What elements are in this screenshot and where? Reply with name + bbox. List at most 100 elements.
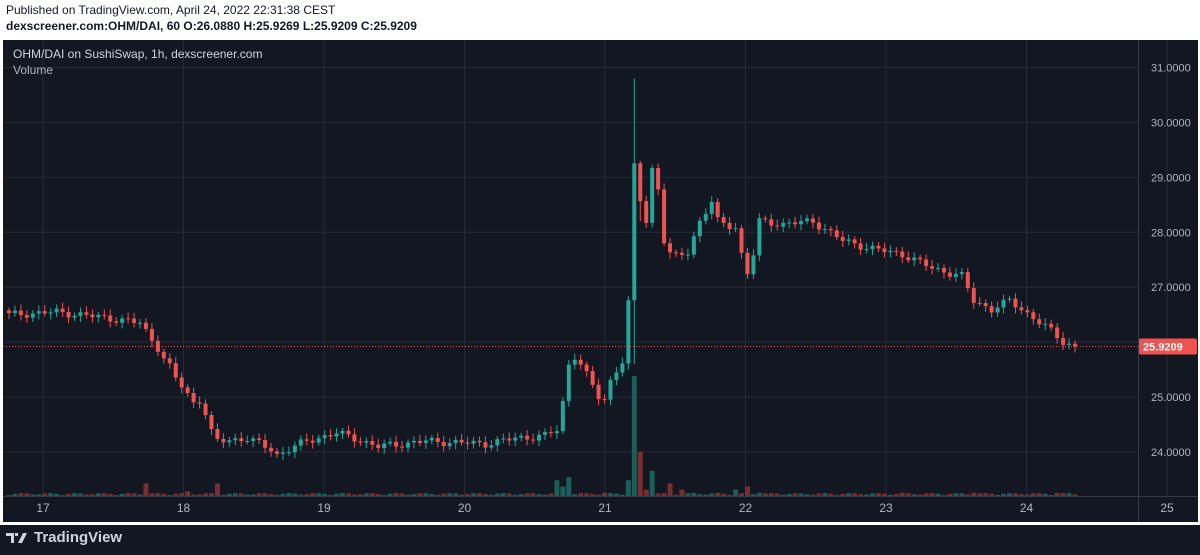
candle-body [149,328,154,341]
candle-body [507,438,512,441]
candle-body [930,266,935,269]
candle-body [822,229,827,231]
candle-body [251,438,256,441]
candle-body [941,267,946,273]
candle-body [1025,310,1030,313]
volume-bar [905,493,911,496]
volume-bar [536,494,542,496]
candle-body [894,250,899,252]
candle-body [304,439,309,441]
candle-body [1001,299,1006,308]
chart-title: OHM/DAI on SushiSwap, 1h, dexscreener.co… [13,47,262,61]
volume-bar [1001,493,1007,496]
y-axis-labels: 24.000025.000026.000027.000028.000029.00… [1151,62,1191,459]
last-price-tag-label: 25.9209 [1143,342,1183,354]
volume-bar [191,494,197,496]
candle-body [775,225,780,227]
volume-bar [83,494,89,496]
candle-body [263,440,268,448]
candle-body [912,257,917,261]
price-chart[interactable]: 24.000025.000026.000027.000028.000029.00… [3,40,1198,522]
volume-bar [369,493,375,496]
candle-body [280,452,285,454]
candle-body [24,315,29,318]
candle-body [328,435,333,437]
volume-bar [703,494,709,496]
candle-body [578,359,583,365]
candle-body [191,393,196,403]
candle-body [727,222,732,229]
candle-body [215,429,220,439]
volume-bar [655,493,661,496]
x-tick-label: 17 [36,501,50,515]
volume-bar [339,493,345,496]
volume-bar [381,494,387,496]
volume-bar [173,493,179,496]
candle-body [90,314,95,318]
candle-body [227,440,232,443]
volume-bar [226,493,232,496]
volume-bar [798,493,804,496]
volume-bar [1042,493,1048,496]
candle-body [965,272,970,289]
candle-body [560,400,565,432]
volume-bar [619,494,625,496]
volume-bar [203,493,209,496]
volume-bar [816,493,822,496]
volume-bar [149,493,155,496]
candle-body [1013,298,1018,308]
volume-bar [304,494,310,496]
volume-bar [280,493,286,496]
chart-panel[interactable]: 24.000025.000026.000027.000028.000029.00… [3,40,1198,522]
volume-bar [113,494,119,496]
candle-body [644,201,649,223]
volume-bar [286,493,292,496]
candle-body [668,243,673,253]
volume-bar [185,491,191,496]
volume-bar [1024,494,1030,496]
candle-body [173,363,178,378]
volume-bar [476,493,482,496]
volume-bar [727,494,733,496]
volume-bar [786,493,792,496]
volume-bar [101,493,107,496]
volume-bar [607,493,613,496]
footer-bar [0,525,1200,555]
candle-body [477,440,482,443]
candle-body [465,442,470,444]
candle-body [382,443,387,449]
candle-body [245,440,250,442]
volume-bar [375,494,381,496]
volume-bar [679,489,685,496]
candle-body [54,308,59,313]
volume-bar [768,493,774,496]
volume-bar [167,494,173,496]
candle-body [435,437,440,442]
candle-body [257,438,262,441]
volume-bar [435,494,441,496]
volume-bar [197,494,203,496]
candle-body [138,322,143,324]
volume-bar [310,493,316,496]
volume-bar [625,480,631,496]
volume-bar [250,494,256,496]
volume-bar [899,492,905,496]
volume-bar [292,493,298,496]
volume-bar [214,483,220,496]
candle-body [989,306,994,313]
candle-body [501,438,506,440]
volume-bar [119,493,125,496]
tradingview-logo[interactable]: TradingView [6,529,122,546]
candle-body [394,441,399,447]
volume-bar [54,493,60,496]
candle-body [685,254,690,256]
candle-body [334,433,339,437]
x-tick-label: 25 [1160,501,1174,515]
volume-bar [762,493,768,496]
volume-bar [995,494,1001,496]
volume-bar [774,493,780,496]
candle-body [828,229,833,231]
candle-body [834,230,839,238]
y-tick-label: 31.0000 [1151,62,1191,74]
candle-body [715,201,720,218]
